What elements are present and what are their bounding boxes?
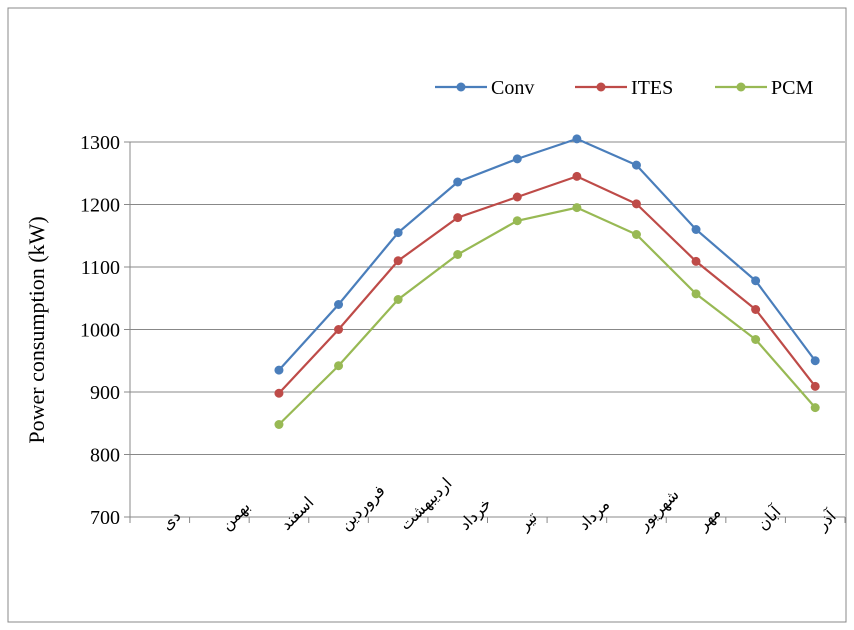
legend-label: Conv	[491, 77, 534, 99]
y-tick-label: 1200	[80, 195, 120, 217]
data-point	[751, 276, 761, 286]
data-point	[274, 365, 284, 375]
data-point	[453, 213, 463, 223]
data-point	[453, 177, 463, 187]
chart-frame	[7, 7, 847, 623]
data-point	[810, 356, 820, 366]
data-point	[453, 250, 463, 259]
legend-marker	[456, 82, 466, 92]
y-tick-label: 1100	[81, 257, 120, 279]
data-point	[274, 420, 284, 429]
data-point	[691, 225, 701, 234]
y-axis-label: Power consumption (kW)	[24, 216, 49, 443]
data-point	[393, 295, 403, 304]
legend-marker	[596, 82, 606, 92]
data-point	[631, 230, 641, 239]
data-point	[274, 388, 284, 398]
data-point	[393, 228, 403, 238]
series-line	[278, 206, 817, 426]
legend-label: PCM	[771, 77, 813, 99]
data-point	[512, 216, 522, 226]
data-point	[393, 256, 403, 266]
data-point	[572, 171, 582, 181]
data-point	[691, 289, 701, 299]
data-point	[512, 192, 522, 202]
y-tick-label: 800	[90, 445, 120, 467]
legend-label: ITES	[631, 77, 673, 99]
data-point	[810, 403, 820, 413]
data-point	[334, 325, 344, 334]
data-point	[751, 335, 761, 344]
data-point	[810, 381, 820, 391]
data-point	[512, 154, 522, 164]
y-tick-label: 1300	[80, 132, 120, 154]
series-line	[278, 175, 817, 395]
series-line	[278, 137, 817, 371]
data-point	[572, 134, 582, 144]
legend-marker	[736, 82, 746, 92]
data-point	[572, 203, 582, 213]
data-point	[334, 300, 344, 309]
y-tick-label: 900	[90, 382, 120, 404]
data-point	[631, 160, 641, 170]
data-point	[751, 305, 761, 314]
data-point	[334, 361, 344, 371]
y-tick-label: 1000	[80, 320, 120, 342]
data-point	[631, 199, 641, 209]
data-point	[691, 256, 701, 266]
y-tick-label: 700	[90, 507, 120, 529]
